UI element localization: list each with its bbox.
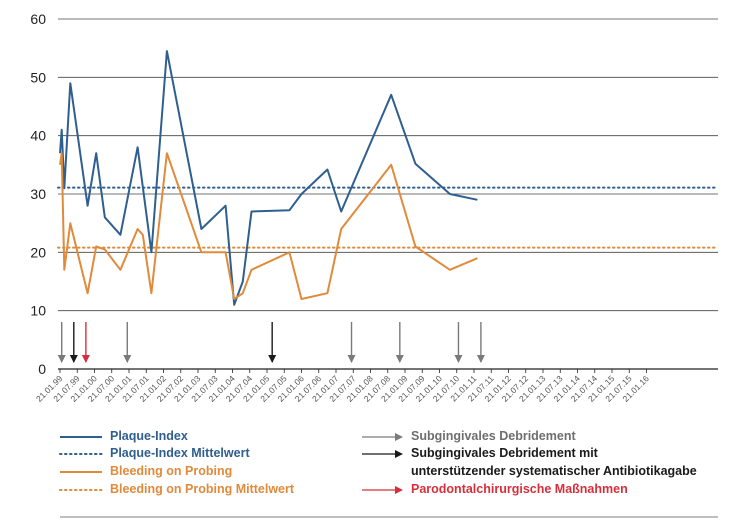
legend-black-arrow xyxy=(362,450,403,458)
legend-red-arrow xyxy=(362,486,403,494)
legend-surgical-measures: Parodontalchirurgische Maßnahmen xyxy=(411,482,628,496)
mean-lines xyxy=(57,186,719,249)
legend-subgingival-debridement: Subgingivales Debridement xyxy=(411,429,576,443)
event-arrow-grey xyxy=(454,322,463,363)
event-arrow-red xyxy=(81,322,90,363)
series-bleeding-on-probing xyxy=(59,152,478,300)
y-tick-label: 30 xyxy=(30,186,46,202)
legend-debridement-antibiotic-line1: Subgingivales Debridement mit xyxy=(411,446,598,460)
grid xyxy=(58,18,718,370)
legend-bleeding: Bleeding on Probing xyxy=(110,464,233,478)
y-tick-label: 10 xyxy=(30,303,46,319)
y-tick-label: 20 xyxy=(30,244,46,260)
legend-debridement-antibiotic-line2: unterstützender systematischer Antibioti… xyxy=(411,464,697,478)
series-plaque-index xyxy=(59,50,478,306)
event-arrow-grey xyxy=(395,322,404,363)
y-tick-label: 60 xyxy=(30,11,46,27)
legend-plaque-index: Plaque-Index xyxy=(110,429,188,443)
y-tick-label: 0 xyxy=(38,361,46,377)
event-arrow-black xyxy=(268,322,277,363)
event-arrow-grey xyxy=(347,322,356,363)
y-tick-label: 50 xyxy=(30,69,46,85)
y-axis: 0 10 20 30 40 50 60 xyxy=(30,11,46,377)
event-arrows xyxy=(57,322,485,363)
x-axis: 21.01.9921.07.9921.01.0021.07.0021.01.01… xyxy=(34,369,651,404)
legend-bleeding-mean: Bleeding on Probing Mittelwert xyxy=(110,482,295,496)
legend-symbols xyxy=(59,433,718,518)
event-arrow-black xyxy=(69,322,78,363)
event-arrow-grey xyxy=(123,322,132,363)
y-tick-label: 40 xyxy=(30,128,46,144)
event-arrow-grey xyxy=(57,322,66,363)
legend-grey-arrow xyxy=(362,433,403,441)
event-arrow-grey xyxy=(476,322,485,363)
series-lines xyxy=(59,50,478,306)
legend-plaque-index-mean: Plaque-Index Mittelwert xyxy=(110,446,250,460)
